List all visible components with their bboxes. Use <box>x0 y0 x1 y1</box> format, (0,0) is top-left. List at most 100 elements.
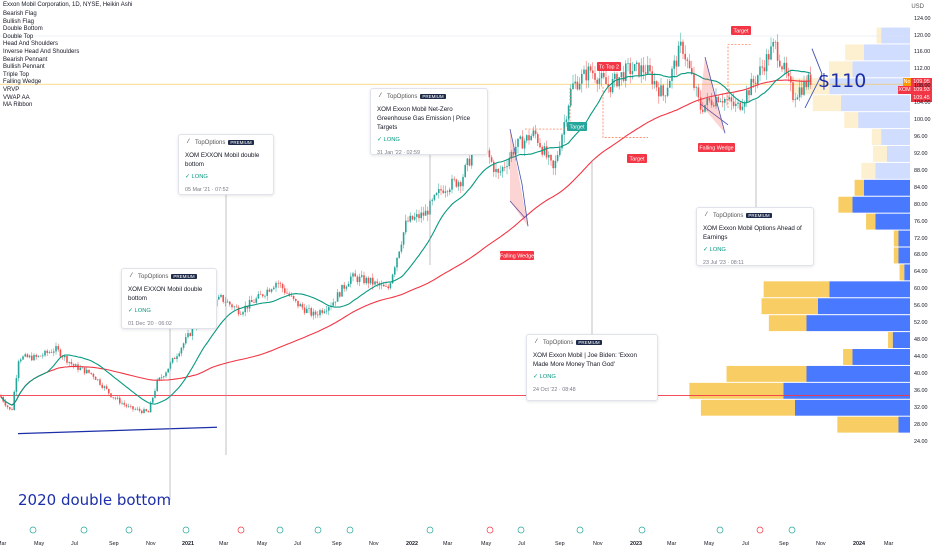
indicator-item[interactable]: Double Bottom <box>3 26 43 33</box>
candle-body <box>688 60 691 69</box>
candle-body <box>48 352 51 353</box>
candle-body <box>620 72 623 78</box>
chart-title: Exxon Mobil Corporation, 1D, NYSE, Heiki… <box>3 2 133 8</box>
indicator-item[interactable]: MA Ribbon <box>3 102 33 109</box>
candle-body <box>242 312 244 315</box>
candle-body <box>746 90 748 103</box>
candle-body <box>145 409 147 412</box>
candle-body <box>262 294 264 297</box>
candle-body <box>658 87 660 97</box>
candle-body <box>4 401 7 406</box>
volume-profile-down-bar <box>761 298 818 315</box>
candle-body <box>116 397 119 399</box>
indicator-item[interactable]: Head And Shoulders <box>3 41 59 48</box>
topoptions-logo-icon: ⁄ <box>535 339 537 345</box>
candle-body <box>732 101 735 106</box>
candle-body <box>253 302 255 303</box>
candle-body <box>169 362 172 369</box>
indicator-item[interactable]: Bullish Flag <box>3 18 35 25</box>
candle-body <box>554 160 557 169</box>
candle-body <box>614 73 616 79</box>
idea-title: XOM EXXON Mobil double bottom <box>128 286 203 302</box>
y-tick-label: 68.00 <box>914 252 928 259</box>
candle-body <box>343 284 345 289</box>
candle-body <box>229 301 231 305</box>
target-label-bg <box>627 154 647 163</box>
event-marker-icon <box>276 526 284 534</box>
candle-body <box>781 66 783 70</box>
candle-body <box>94 376 97 380</box>
candle-body <box>574 81 576 84</box>
indicator-item[interactable]: VWAP AA <box>3 94 30 101</box>
candle-body <box>422 212 425 216</box>
candle-body <box>739 102 741 110</box>
x-tick-label: May <box>257 541 268 547</box>
x-tick-label: May <box>34 541 45 547</box>
candle-body <box>86 369 88 374</box>
candle-body <box>101 384 103 388</box>
candle-body <box>299 304 301 307</box>
volume-profile-down-bar <box>899 264 905 281</box>
idea-date: 31 Jan '22 · 02:59 <box>377 150 420 156</box>
candle-body <box>618 77 620 87</box>
candle-body <box>521 136 524 149</box>
indicator-item[interactable]: Double Top <box>3 33 34 40</box>
indicator-item[interactable]: Bearish Pennant <box>3 56 48 63</box>
volume-profile-up-bar <box>829 281 910 298</box>
candle-body <box>631 71 634 74</box>
idea-card[interactable]: ⁄ TopOptions PREMIUM XOM Exxon Mobil Net-Z… <box>370 88 488 156</box>
candle-body <box>339 292 341 297</box>
indicator-item[interactable]: Triple Top <box>3 71 30 78</box>
candle-body <box>801 87 803 95</box>
idea-date: 05 Mar '21 · 07:52 <box>185 187 229 193</box>
idea-card[interactable]: ⁄ TopOptions PREMIUM XOM EXXON Mobil doubl… <box>178 134 274 195</box>
candle-body <box>581 73 583 84</box>
candle-body <box>44 350 46 356</box>
indicator-item[interactable]: Inverse Head And Shoulders <box>3 49 80 55</box>
candle-body <box>152 397 154 403</box>
candle-body <box>418 214 420 219</box>
top-label: Tc Top 2 <box>599 64 619 70</box>
volume-profile-up-bar <box>864 44 910 61</box>
candle-body <box>765 54 768 72</box>
candle-body <box>660 85 662 97</box>
candle-body <box>42 355 44 357</box>
candle-body <box>244 305 246 313</box>
candle-body <box>761 66 763 68</box>
candle-body <box>728 97 730 100</box>
candle-body <box>622 72 625 81</box>
indicator-item[interactable]: Falling Wedge <box>3 79 42 86</box>
idea-card[interactable]: ⁄ TopOptions PREMIUM XOM EXXON Mobil doubl… <box>121 268 217 329</box>
idea-card[interactable]: ⁄ TopOptions PREMIUM XOM Exxon Mobil Optio… <box>696 207 814 266</box>
indicator-item[interactable]: Bullish Pennant <box>3 64 45 71</box>
candle-body <box>336 292 339 302</box>
candle-body <box>572 83 574 90</box>
candle-body <box>154 390 156 398</box>
candle-body <box>724 99 726 103</box>
candle-body <box>389 283 392 289</box>
candle-body <box>319 310 321 316</box>
candle-body <box>691 68 693 74</box>
falling-wedge-label: Falling Wedge <box>500 253 534 259</box>
volume-profile-down-bar <box>854 179 864 196</box>
candle-body <box>167 368 169 373</box>
indicator-item[interactable]: Bearish Flag <box>3 11 37 17</box>
candle-body <box>706 98 708 105</box>
candle-body <box>70 361 73 364</box>
volume-profile-down-bar <box>876 27 882 44</box>
x-tick-label: Sep <box>779 541 789 547</box>
long-label: LONG <box>709 247 726 253</box>
x-tick-label: May <box>481 541 492 547</box>
volume-profile-up-bar <box>904 264 910 281</box>
indicator-item[interactable]: VRVP <box>3 87 20 93</box>
y-tick-label: 76.00 <box>914 218 928 225</box>
candle-body <box>754 82 757 84</box>
candle-body <box>693 73 695 88</box>
idea-card[interactable]: ⁄ TopOptions PREMIUM XOM Exxon Mobil | Joe… <box>526 334 658 401</box>
x-tick-label: Jul <box>518 541 525 547</box>
candle-body <box>464 165 466 177</box>
candle-body <box>453 178 455 180</box>
x-tick-label: Mar <box>443 541 453 547</box>
candle-body <box>726 99 728 100</box>
